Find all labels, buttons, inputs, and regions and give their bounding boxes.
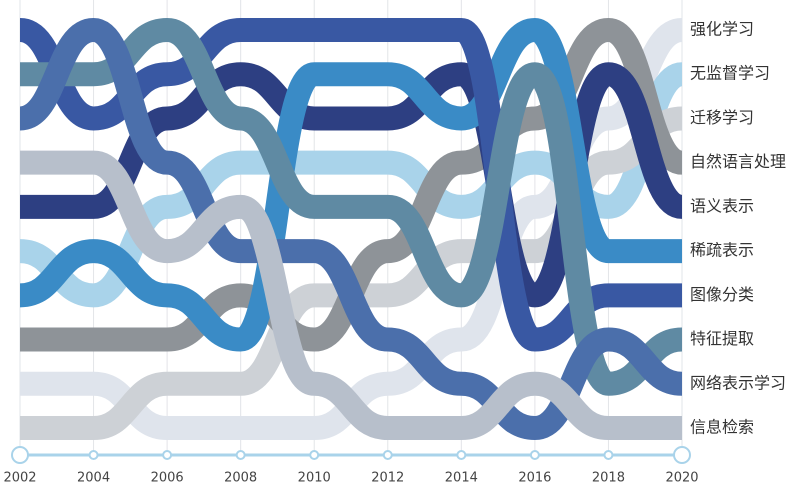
timeline-dot — [382, 450, 393, 460]
legend-label: 信息检索 — [690, 418, 754, 437]
timeline-dot — [603, 450, 614, 460]
legend-label: 自然语言处理 — [690, 152, 786, 171]
timeline-dot — [673, 446, 691, 464]
timeline-dot — [529, 450, 540, 460]
legend-label: 无监督学习 — [690, 64, 770, 83]
legend-label: 网络表示学习 — [690, 373, 786, 392]
x-tick-label: 2014 — [445, 471, 478, 486]
timeline-dot — [88, 450, 99, 460]
timeline-dot — [162, 450, 173, 460]
legend-label: 稀疏表示 — [690, 241, 754, 260]
x-tick-label: 2016 — [518, 471, 551, 486]
timeline-dot — [456, 450, 467, 460]
x-tick-label: 2018 — [592, 471, 625, 486]
x-tick-label: 2012 — [371, 471, 404, 486]
x-tick-label: 2010 — [298, 471, 331, 486]
x-tick-label: 2008 — [224, 471, 257, 486]
legend-label: 语义表示 — [690, 196, 754, 215]
timeline-dot — [309, 450, 320, 460]
ribbon — [20, 17, 684, 396]
legend-label: 迁移学习 — [690, 108, 754, 127]
x-tick-label: 2004 — [77, 471, 110, 486]
legend-label: 图像分类 — [690, 285, 754, 304]
ribbon — [19, 150, 682, 440]
ribbon — [20, 17, 685, 352]
legend-label: 强化学习 — [690, 20, 754, 39]
timeline-dot — [235, 450, 246, 460]
x-tick-label: 2020 — [665, 471, 698, 486]
x-tick-label: 2002 — [3, 471, 36, 486]
timeline-dot — [11, 446, 29, 464]
legend-label: 特征提取 — [690, 329, 754, 348]
x-tick-label: 2006 — [151, 471, 184, 486]
